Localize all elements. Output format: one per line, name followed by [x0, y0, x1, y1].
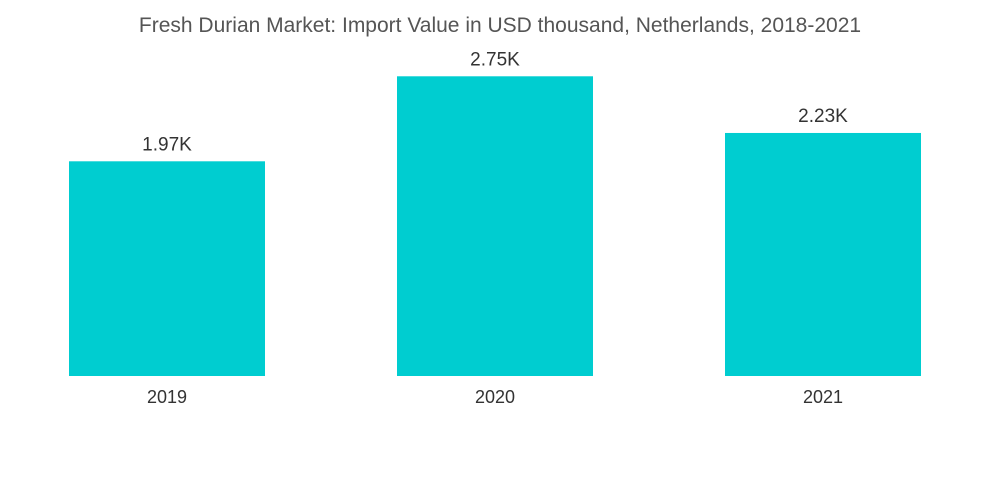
bar-2021 [725, 132, 921, 376]
x-axis-tick-labels: 2019 2020 2021 [147, 387, 843, 407]
x-tick-label-2019: 2019 [147, 387, 187, 407]
bar-2019 [69, 161, 265, 376]
x-tick-label-2021: 2021 [803, 387, 843, 407]
bars-group [69, 76, 921, 376]
bar-2020 [397, 76, 593, 376]
value-label-2021: 2.23K [798, 106, 848, 127]
x-tick-label-2020: 2020 [475, 387, 515, 407]
chart-title: Fresh Durian Market: Import Value in USD… [138, 14, 862, 37]
value-label-2020: 2.75K [470, 49, 520, 70]
value-label-2019: 1.97K [142, 134, 192, 155]
value-labels-group: 1.97K 2.75K 2.23K [142, 49, 848, 155]
